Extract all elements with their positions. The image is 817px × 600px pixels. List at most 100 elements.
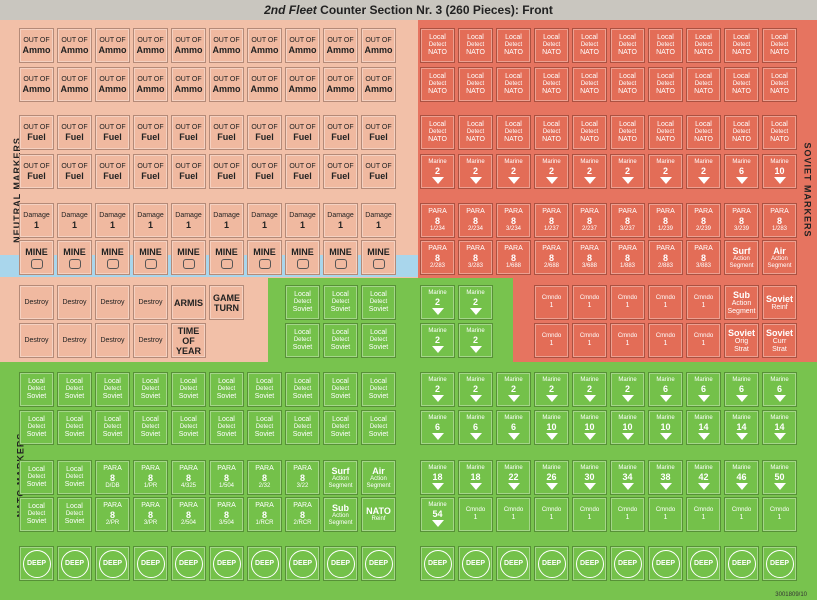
- deep-counter[interactable]: DEEP: [95, 546, 130, 581]
- neutral-damage-counter[interactable]: Damage 1: [361, 203, 396, 238]
- nato-marine-counter[interactable]: Marine 14: [762, 410, 797, 445]
- deep-counter[interactable]: DEEP: [762, 546, 797, 581]
- deep-counter[interactable]: DEEP: [420, 546, 455, 581]
- soviet-local-detect-counter[interactable]: Local Detect NATO: [648, 67, 683, 102]
- nato-local-detect-counter[interactable]: Local Detect Soviet: [19, 497, 54, 532]
- neutral-fuel-counter[interactable]: OUT OF Fuel: [361, 154, 396, 189]
- soviet-para-counter[interactable]: PARA 8 1/883: [610, 240, 645, 275]
- neutral-damage-counter[interactable]: Damage 1: [95, 203, 130, 238]
- nato-marine-counter[interactable]: Marine 54: [420, 497, 455, 532]
- nato-local-detect-counter[interactable]: Local Detect Soviet: [285, 372, 320, 407]
- deep-counter[interactable]: DEEP: [648, 546, 683, 581]
- neutral-damage-counter[interactable]: Damage 1: [285, 203, 320, 238]
- soviet-local-detect-counter[interactable]: Local Detect NATO: [496, 115, 531, 150]
- destroy-counter[interactable]: TIME OF YEAR: [171, 323, 206, 358]
- nato-para-counter[interactable]: PARA 8 2/504: [171, 497, 206, 532]
- nato-local-detect-counter[interactable]: Local Detect Soviet: [323, 372, 358, 407]
- soviet-para-counter[interactable]: PARA 8 3/283: [458, 240, 493, 275]
- nato-marker-counter[interactable]: Air Action Segment: [361, 460, 396, 495]
- neutral-ammo-counter[interactable]: OUT OF Ammo: [285, 67, 320, 102]
- neutral-fuel-counter[interactable]: OUT OF Fuel: [247, 154, 282, 189]
- soviet-marker-counter[interactable]: Soviet Reinf: [762, 285, 797, 320]
- neutral-ammo-counter[interactable]: OUT OF Ammo: [247, 28, 282, 63]
- deep-counter[interactable]: DEEP: [724, 546, 759, 581]
- nato-cmndo-counter[interactable]: Cmndo 1: [610, 497, 645, 532]
- neutral-ammo-counter[interactable]: OUT OF Ammo: [95, 67, 130, 102]
- neutral-ammo-counter[interactable]: OUT OF Ammo: [209, 67, 244, 102]
- neutral-fuel-counter[interactable]: OUT OF Fuel: [171, 115, 206, 150]
- soviet-marine-counter[interactable]: Marine 2: [572, 154, 607, 189]
- neutral-mine-counter[interactable]: MINE: [247, 240, 282, 275]
- nato-para-counter[interactable]: PARA 8 4/325: [171, 460, 206, 495]
- soviet-para-counter[interactable]: PARA 8 3/237: [610, 203, 645, 238]
- nato-marine-counter[interactable]: Marine 26: [534, 460, 569, 495]
- neutral-fuel-counter[interactable]: OUT OF Fuel: [285, 115, 320, 150]
- neutral-fuel-counter[interactable]: OUT OF Fuel: [95, 154, 130, 189]
- nato-local-detect-counter[interactable]: Local Detect Soviet: [247, 372, 282, 407]
- soviet-local-detect-counter[interactable]: Local Detect NATO: [458, 115, 493, 150]
- soviet-marine-counter[interactable]: Marine 2: [496, 154, 531, 189]
- soviet-para-counter[interactable]: PARA 8 2/239: [686, 203, 721, 238]
- neutral-mine-counter[interactable]: MINE: [323, 240, 358, 275]
- deep-counter[interactable]: DEEP: [19, 546, 54, 581]
- nato-local-detect-counter[interactable]: Local Detect Soviet: [171, 372, 206, 407]
- nato-para-counter[interactable]: PARA 8 D/DB: [95, 460, 130, 495]
- nato-marine-counter[interactable]: Marine 6: [458, 410, 493, 445]
- neutral-fuel-counter[interactable]: OUT OF Fuel: [323, 115, 358, 150]
- nato-marker-counter[interactable]: NATO Reinf: [361, 497, 396, 532]
- destroy-counter[interactable]: Destroy: [19, 323, 54, 358]
- nato-para-counter[interactable]: PARA 8 2/PR: [95, 497, 130, 532]
- neutral-mine-counter[interactable]: MINE: [171, 240, 206, 275]
- soviet-local-detect-counter[interactable]: Local Detect NATO: [648, 115, 683, 150]
- soviet-local-detect-counter[interactable]: Local Detect NATO: [762, 28, 797, 63]
- soviet-local-detect-counter[interactable]: Local Detect NATO: [762, 115, 797, 150]
- soviet-para-counter[interactable]: PARA 8 1/237: [534, 203, 569, 238]
- nato-local-detect-counter[interactable]: Local Detect Soviet: [323, 323, 358, 358]
- neutral-ammo-counter[interactable]: OUT OF Ammo: [19, 28, 54, 63]
- nato-local-detect-counter[interactable]: Local Detect Soviet: [133, 410, 168, 445]
- soviet-para-counter[interactable]: PARA 8 3/688: [572, 240, 607, 275]
- nato-local-detect-counter[interactable]: Local Detect Soviet: [361, 285, 396, 320]
- soviet-local-detect-counter[interactable]: Local Detect NATO: [686, 67, 721, 102]
- nato-marine-counter[interactable]: Marine 18: [420, 460, 455, 495]
- nato-local-detect-counter[interactable]: Local Detect Soviet: [323, 410, 358, 445]
- neutral-damage-counter[interactable]: Damage 1: [323, 203, 358, 238]
- nato-para-counter[interactable]: PARA 8 1/PR: [133, 460, 168, 495]
- neutral-damage-counter[interactable]: Damage 1: [209, 203, 244, 238]
- soviet-para-counter[interactable]: PARA 8 1/234: [420, 203, 455, 238]
- neutral-fuel-counter[interactable]: OUT OF Fuel: [95, 115, 130, 150]
- destroy-counter[interactable]: Destroy: [133, 323, 168, 358]
- deep-counter[interactable]: DEEP: [458, 546, 493, 581]
- destroy-counter[interactable]: Destroy: [57, 323, 92, 358]
- soviet-local-detect-counter[interactable]: Local Detect NATO: [496, 67, 531, 102]
- nato-marine-counter[interactable]: Marine 6: [762, 372, 797, 407]
- nato-local-detect-counter[interactable]: Local Detect Soviet: [323, 285, 358, 320]
- deep-counter[interactable]: DEEP: [496, 546, 531, 581]
- soviet-marine-counter[interactable]: Marine 2: [420, 154, 455, 189]
- destroy-counter[interactable]: GAME TURN: [209, 285, 244, 320]
- soviet-para-counter[interactable]: PARA 8 2/883: [648, 240, 683, 275]
- neutral-mine-counter[interactable]: MINE: [361, 240, 396, 275]
- neutral-ammo-counter[interactable]: OUT OF Ammo: [133, 28, 168, 63]
- neutral-fuel-counter[interactable]: OUT OF Fuel: [361, 115, 396, 150]
- neutral-fuel-counter[interactable]: OUT OF Fuel: [209, 115, 244, 150]
- nato-marine-counter[interactable]: Marine 6: [686, 372, 721, 407]
- nato-para-counter[interactable]: PARA 8 3/22: [285, 460, 320, 495]
- neutral-ammo-counter[interactable]: OUT OF Ammo: [285, 28, 320, 63]
- nato-marine-counter[interactable]: Marine 50: [762, 460, 797, 495]
- neutral-damage-counter[interactable]: Damage 1: [133, 203, 168, 238]
- deep-counter[interactable]: DEEP: [209, 546, 244, 581]
- nato-local-detect-counter[interactable]: Local Detect Soviet: [209, 372, 244, 407]
- nato-marine-counter[interactable]: Marine 10: [534, 410, 569, 445]
- soviet-local-detect-counter[interactable]: Local Detect NATO: [648, 28, 683, 63]
- neutral-ammo-counter[interactable]: OUT OF Ammo: [323, 67, 358, 102]
- nato-marine-counter[interactable]: Marine 10: [572, 410, 607, 445]
- soviet-local-detect-counter[interactable]: Local Detect NATO: [496, 28, 531, 63]
